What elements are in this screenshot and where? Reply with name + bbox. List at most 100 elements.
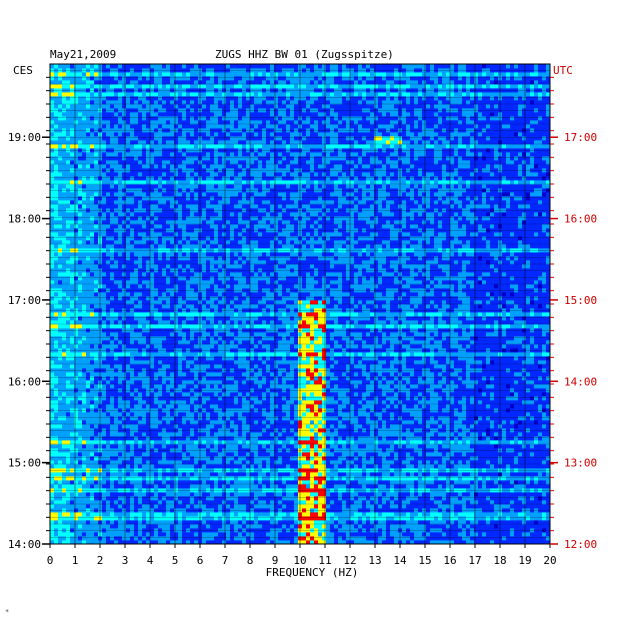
heatmap-cell [250, 512, 255, 517]
heatmap-cell [414, 516, 419, 521]
heatmap-cell [270, 444, 275, 449]
heatmap-cell [546, 492, 551, 497]
heatmap-cell [442, 500, 447, 505]
heatmap-cell [510, 532, 515, 537]
heatmap-cell [330, 416, 335, 421]
heatmap-cell [334, 472, 339, 477]
heatmap-cell [402, 520, 407, 525]
heatmap-cell [498, 488, 503, 493]
heatmap-cell [522, 412, 527, 417]
heatmap-cell [374, 452, 379, 457]
heatmap-cell [426, 480, 431, 485]
heatmap-cell [282, 492, 287, 497]
heatmap-cell [70, 440, 75, 445]
heatmap-cell [462, 456, 467, 461]
heatmap-cell [326, 396, 331, 401]
heatmap-cell [438, 452, 443, 457]
heatmap-cell [202, 384, 207, 389]
heatmap-cell [462, 520, 467, 525]
heatmap-cell [322, 388, 327, 393]
heatmap-cell [54, 452, 59, 457]
heatmap-cell [218, 412, 223, 417]
heatmap-cell [286, 440, 291, 445]
heatmap-cell [374, 444, 379, 449]
heatmap-cell [226, 400, 231, 405]
heatmap-cell [402, 420, 407, 425]
heatmap-cell [506, 452, 511, 457]
heatmap-cell [190, 412, 195, 417]
heatmap-cell [302, 404, 307, 409]
heatmap-cell [138, 496, 143, 501]
heatmap-cell [250, 480, 255, 485]
heatmap-cell [358, 468, 363, 473]
heatmap-cell [398, 440, 403, 445]
heatmap-cell [374, 432, 379, 437]
heatmap-cell [502, 540, 507, 545]
heatmap-cell [478, 432, 483, 437]
heatmap-cell [266, 452, 271, 457]
heatmap-cell [98, 476, 103, 481]
heatmap-cell [286, 412, 291, 417]
heatmap-cell [258, 464, 263, 469]
heatmap-cell [154, 464, 159, 469]
heatmap-cell [326, 468, 331, 473]
heatmap-cell [418, 468, 423, 473]
heatmap-cell [502, 464, 507, 469]
heatmap-cell [346, 384, 351, 389]
heatmap-cell [166, 448, 171, 453]
heatmap-cell [178, 428, 183, 433]
heatmap-cell [382, 416, 387, 421]
heatmap-cell [526, 440, 531, 445]
heatmap-cell [110, 540, 115, 545]
heatmap-cell [494, 432, 499, 437]
heatmap-cell [102, 384, 107, 389]
heatmap-cell [118, 428, 123, 433]
heatmap-cell [90, 476, 95, 481]
heatmap-cell [370, 516, 375, 521]
heatmap-cell [106, 512, 111, 517]
heatmap-cell [54, 424, 59, 429]
heatmap-cell [286, 504, 291, 509]
heatmap-cell [482, 460, 487, 465]
heatmap-cell [130, 448, 135, 453]
heatmap-cell [78, 392, 83, 397]
heatmap-cell [222, 424, 227, 429]
heatmap-cell [186, 496, 191, 501]
heatmap-cell [354, 468, 359, 473]
heatmap-cell [270, 512, 275, 517]
heatmap-cell [250, 476, 255, 481]
heatmap-cell [62, 536, 67, 541]
heatmap-cell [198, 444, 203, 449]
heatmap-cell [94, 516, 99, 521]
heatmap-cell [134, 412, 139, 417]
heatmap-cell [270, 468, 275, 473]
heatmap-cell [418, 464, 423, 469]
heatmap-cell [390, 412, 395, 417]
heatmap-cell [410, 436, 415, 441]
heatmap-cell [118, 448, 123, 453]
heatmap-cell [366, 400, 371, 405]
heatmap-cell [398, 428, 403, 433]
heatmap-cell [262, 540, 267, 545]
heatmap-cell [70, 396, 75, 401]
heatmap-cell [78, 428, 83, 433]
heatmap-cell [66, 516, 71, 521]
heatmap-cell [222, 476, 227, 481]
heatmap-cell [370, 476, 375, 481]
heatmap-cell [218, 436, 223, 441]
heatmap-cell [370, 532, 375, 537]
heatmap-cell [390, 396, 395, 401]
heatmap-cell [102, 500, 107, 505]
heatmap-cell [330, 512, 335, 517]
heatmap-cell [538, 500, 543, 505]
heatmap-cell [282, 476, 287, 481]
heatmap-cell [494, 524, 499, 529]
heatmap-cell [142, 508, 147, 513]
heatmap-cell [390, 416, 395, 421]
heatmap-cell [194, 508, 199, 513]
heatmap-cell [418, 400, 423, 405]
heatmap-cell [510, 408, 515, 413]
heatmap-cell [82, 440, 87, 445]
heatmap-cell [498, 528, 503, 533]
heatmap-cell [162, 524, 167, 529]
